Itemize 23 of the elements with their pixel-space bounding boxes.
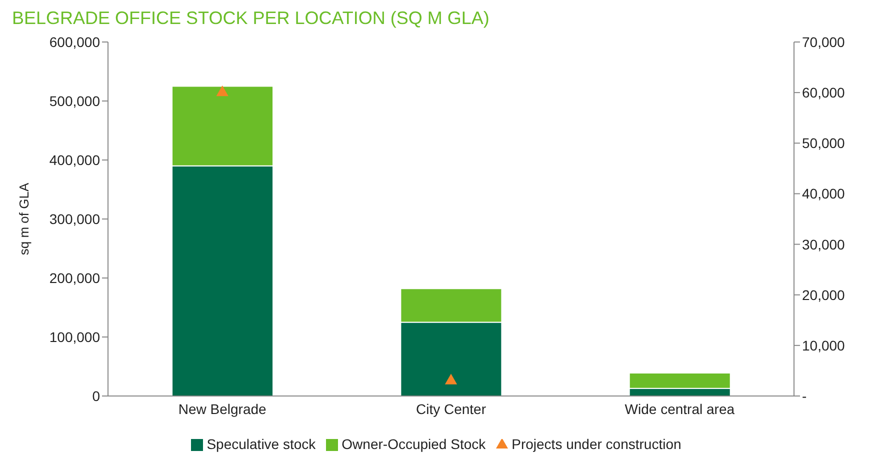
y2-tick-label: 40,000 <box>802 186 846 202</box>
y2-tick-label: 50,000 <box>802 135 846 152</box>
y-tick-label: 600,000 <box>49 34 100 50</box>
chart-title: BELGRADE OFFICE STOCK PER LOCATION (SQ M GLA) <box>11 8 490 30</box>
y-tick-label: 300,000 <box>49 210 100 227</box>
y-axis-title: sq m of GLA <box>16 182 32 256</box>
y-tick-label: 400,000 <box>49 152 100 168</box>
x-tick-label: City Center <box>416 400 486 417</box>
legend-label: Owner-Occupied Stock <box>342 436 486 452</box>
y2-tick-label: 30,000 <box>802 236 846 252</box>
y2-tick-label: - <box>802 388 807 404</box>
y2-tick-label: 10,000 <box>802 337 846 354</box>
y2-tick-label: 20,000 <box>802 286 846 303</box>
y2-tick-label: 60,000 <box>802 84 846 101</box>
y-tick-label: 500,000 <box>49 92 100 109</box>
x-tick-label: New Belgrade <box>178 400 267 417</box>
legend-label: Projects under construction <box>512 436 682 452</box>
y-tick-label: 0 <box>92 388 100 404</box>
legend-label: Speculative stock <box>206 436 316 452</box>
y2-tick-label: 70,000 <box>802 34 846 50</box>
x-tick-label: Wide central area <box>624 400 735 417</box>
y-tick-label: 100,000 <box>49 328 100 345</box>
y-tick-label: 200,000 <box>49 270 100 286</box>
